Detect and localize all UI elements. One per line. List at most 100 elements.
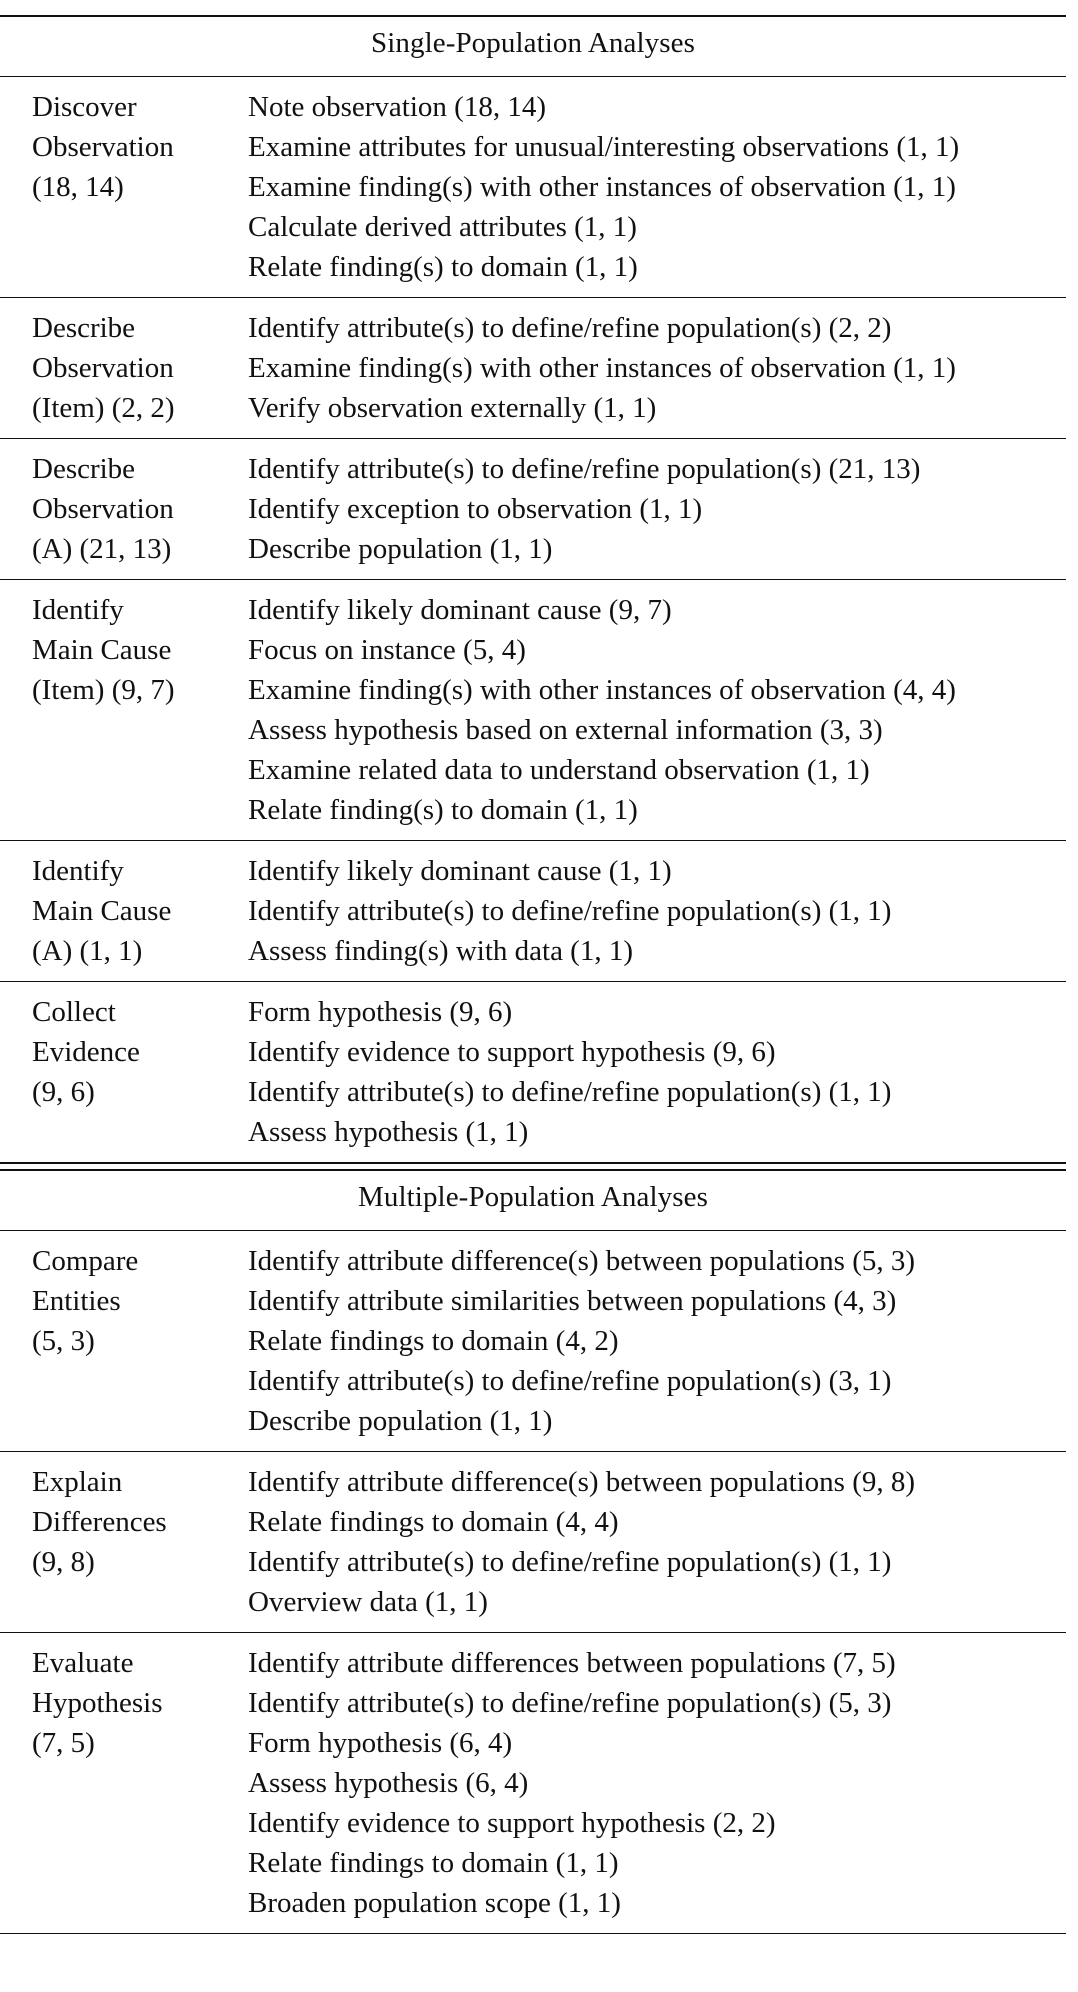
subtask-item: Identify attribute difference(s) between…	[248, 1466, 916, 1498]
section-rule	[0, 1230, 1066, 1231]
analysis-type-label-line: (18, 14)	[32, 171, 124, 203]
analysis-type-label: Discover Observation (18, 14)	[0, 87, 248, 287]
subtask-list: Identify likely dominant cause (9, 7) Foc…	[248, 590, 1066, 830]
subtask-item: Identify attribute(s) to define/refine p…	[248, 1076, 892, 1108]
group-rule	[0, 1933, 1066, 1934]
subtask-item: Form hypothesis (9, 6)	[248, 996, 513, 1028]
analysis-type-label-line: (Item) (9, 7)	[32, 674, 175, 706]
analysis-type-label-line: Evidence	[32, 1036, 140, 1068]
analysis-type-label-line: (7, 5)	[32, 1727, 95, 1759]
analysis-type-label-line: Main Cause	[32, 634, 172, 666]
analysis-type-label-line: Observation	[32, 352, 174, 384]
subtask-item: Examine attributes for unusual/interesti…	[248, 131, 960, 163]
subtask-item: Relate finding(s) to domain (1, 1)	[248, 251, 638, 283]
subtask-item: Identify likely dominant cause (9, 7)	[248, 594, 672, 626]
subtask-item: Examine finding(s) with other instances …	[248, 171, 956, 203]
subtask-item: Assess hypothesis based on external info…	[248, 714, 883, 746]
subtask-item: Relate findings to domain (4, 2)	[248, 1325, 619, 1357]
subtask-item: Overview data (1, 1)	[248, 1586, 488, 1618]
group-rule	[0, 297, 1066, 298]
analysis-type-label-line: Observation	[32, 131, 174, 163]
analysis-type-label-line: Observation	[32, 493, 174, 525]
analysis-type-label-line: Identify	[32, 855, 124, 887]
subtask-item: Relate finding(s) to domain (1, 1)	[248, 794, 638, 826]
analysis-type-label-line: (5, 3)	[32, 1325, 95, 1357]
analysis-type-label: Compare Entities (5, 3)	[0, 1241, 248, 1441]
analysis-type-label: Explain Differences (9, 8)	[0, 1462, 248, 1622]
subtask-list: Identify attribute difference(s) between…	[248, 1241, 1066, 1441]
group-rule	[0, 1451, 1066, 1452]
subtask-list: Identify attribute(s) to define/refine p…	[248, 308, 1066, 428]
analysis-type-label-line: Main Cause	[32, 895, 172, 927]
analysis-group: Identify Main Cause (A) (1, 1) Identify lik…	[0, 841, 1066, 981]
analysis-type-label-line: Hypothesis	[32, 1687, 163, 1719]
analysis-type-label-line: Compare	[32, 1245, 139, 1277]
subtask-item: Focus on instance (5, 4)	[248, 634, 526, 666]
analysis-group: Describe Observation (A) (21, 13) Identify …	[0, 439, 1066, 579]
subtask-item: Assess hypothesis (6, 4)	[248, 1767, 529, 1799]
subtask-item: Assess hypothesis (1, 1)	[248, 1116, 529, 1148]
group-rule	[0, 1632, 1066, 1633]
analysis-type-label-line: Explain	[32, 1466, 123, 1498]
analysis-group: Collect Evidence (9, 6) Form hypothesis (9,…	[0, 982, 1066, 1162]
analysis-type-label: Describe Observation (Item) (2, 2)	[0, 308, 248, 428]
section-rule	[0, 76, 1066, 77]
subtask-item: Relate findings to domain (4, 4)	[248, 1506, 619, 1538]
subtask-item: Examine finding(s) with other instances …	[248, 674, 956, 706]
subtask-item: Identify attribute difference(s) between…	[248, 1245, 916, 1277]
analysis-group: Describe Observation (Item) (2, 2) Identify…	[0, 298, 1066, 438]
subtask-item: Assess finding(s) with data (1, 1)	[248, 935, 634, 967]
analysis-type-label-line: Differences	[32, 1506, 167, 1538]
analysis-group: Identify Main Cause (Item) (9, 7) Identify …	[0, 580, 1066, 840]
subtask-item: Identify exception to observation (1, 1)	[248, 493, 703, 525]
analysis-type-label-line: Identify	[32, 594, 124, 626]
analysis-type-label-line: Entities	[32, 1285, 121, 1317]
subtask-item: Verify observation externally (1, 1)	[248, 392, 657, 424]
subtask-list: Identify likely dominant cause (1, 1) Ide…	[248, 851, 1066, 971]
analysis-type-label-line: (Item) (2, 2)	[32, 392, 175, 424]
subtask-item: Describe population (1, 1)	[248, 533, 553, 565]
analysis-type-label: Identify Main Cause (A) (1, 1)	[0, 851, 248, 971]
subtask-item: Note observation (18, 14)	[248, 91, 546, 123]
subtask-item: Identify attribute differences between p…	[248, 1647, 896, 1679]
subtask-list: Note observation (18, 14) Examine attribu…	[248, 87, 1066, 287]
subtask-item: Form hypothesis (6, 4)	[248, 1727, 513, 1759]
subtask-item: Identify likely dominant cause (1, 1)	[248, 855, 672, 887]
group-rule	[0, 981, 1066, 982]
group-rule	[0, 840, 1066, 841]
subtask-item: Describe population (1, 1)	[248, 1405, 553, 1437]
analysis-type-label: Evaluate Hypothesis (7, 5)	[0, 1643, 248, 1923]
subtask-item: Relate findings to domain (1, 1)	[248, 1847, 619, 1879]
analysis-type-label-line: Discover	[32, 91, 137, 123]
subtask-list: Form hypothesis (9, 6) Identify evidence …	[248, 992, 1066, 1152]
subtask-item: Identify attribute(s) to define/refine p…	[248, 1687, 892, 1719]
group-rule	[0, 438, 1066, 439]
subtask-item: Calculate derived attributes (1, 1)	[248, 211, 637, 243]
analysis-type-label-line: (A) (21, 13)	[32, 533, 172, 565]
analysis-type-label-line: Describe	[32, 312, 136, 344]
analysis-table: Single-Population Analyses Discover Observ…	[0, 15, 1066, 1934]
top-rule	[0, 15, 1066, 17]
analysis-type-label-line: Evaluate	[32, 1647, 134, 1679]
subtask-list: Identify attribute(s) to define/refine p…	[248, 449, 1066, 569]
subtask-list: Identify attribute differences between p…	[248, 1643, 1066, 1923]
subtask-item: Identify attribute(s) to define/refine p…	[248, 1546, 892, 1578]
analysis-type-label-line: (9, 8)	[32, 1546, 95, 1578]
section-heading: Single-Population Analyses	[370, 27, 695, 59]
group-rule	[0, 579, 1066, 580]
analysis-group: Evaluate Hypothesis (7, 5) Identify attribu…	[0, 1633, 1066, 1933]
analysis-type-label-line: (9, 6)	[32, 1076, 95, 1108]
subtask-item: Identify attribute similarities between …	[248, 1285, 897, 1317]
subtask-item: Identify attribute(s) to define/refine p…	[248, 1365, 892, 1397]
analysis-group: Explain Differences (9, 8) Identify attribu…	[0, 1452, 1066, 1632]
analysis-type-label: Describe Observation (A) (21, 13)	[0, 449, 248, 569]
analysis-type-label-line: (A) (1, 1)	[32, 935, 143, 967]
subtask-item: Identify attribute(s) to define/refine p…	[248, 312, 892, 344]
analysis-group: Compare Entities (5, 3) Identify attribute …	[0, 1231, 1066, 1451]
subtask-item: Identify attribute(s) to define/refine p…	[248, 453, 921, 485]
analysis-type-label: Identify Main Cause (Item) (9, 7)	[0, 590, 248, 830]
subtask-item: Identify evidence to support hypothesis …	[248, 1807, 776, 1839]
subtask-list: Identify attribute difference(s) between…	[248, 1462, 1066, 1622]
subtask-item: Broaden population scope (1, 1)	[248, 1887, 621, 1919]
section-heading: Multiple-Population Analyses	[358, 1181, 708, 1213]
